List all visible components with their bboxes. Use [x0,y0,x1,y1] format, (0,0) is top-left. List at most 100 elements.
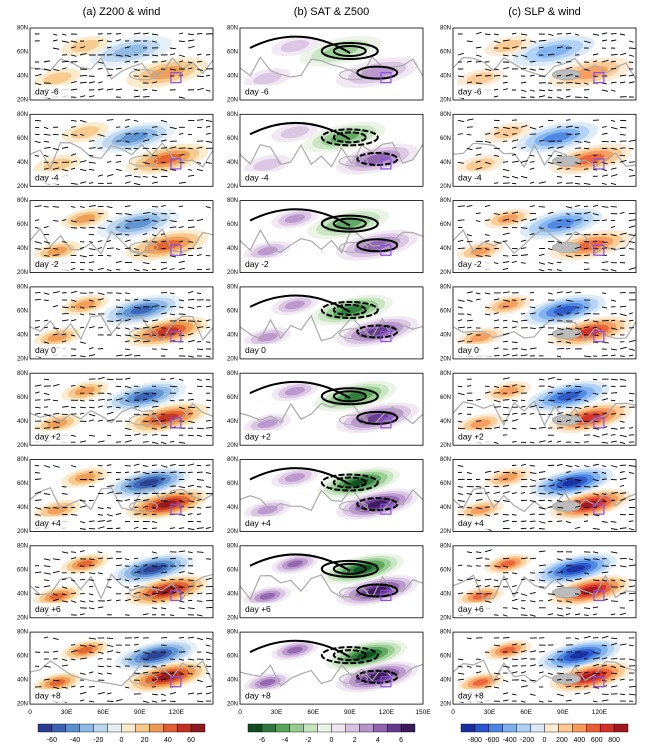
lat-label: 40N [17,678,28,684]
wind-vector [206,507,212,508]
lat-label: 40N [440,160,451,166]
lat-label: 20N [440,356,451,362]
lat-label: 40N [17,74,28,80]
wind-vector [107,407,112,408]
wind-vector [206,666,211,667]
lat-label: 60N [227,481,238,487]
lat-label: 20N [17,702,28,708]
colorbar-swatch [66,724,80,732]
wind-vector [530,486,536,487]
colorbar-swatch [387,724,401,732]
lat-label: 80N [440,26,451,32]
colorbar-label: 600 [591,737,603,744]
day-label: day 0 [245,345,266,355]
lon-label: 0 [451,709,455,716]
lat-label: 60N [17,654,28,660]
wind-vector [116,227,120,228]
wind-vector [458,248,465,249]
wind-vector [206,435,212,436]
lat-label: 60N [440,567,451,573]
colorbar-swatch [373,724,387,732]
lat-label: 40N [227,74,238,80]
wind-vector [35,228,39,229]
wind-vector [152,127,158,128]
wind-vector [584,269,590,270]
wind-vector [89,586,93,587]
wind-vector [539,486,546,487]
lat-label: 80N [440,198,451,204]
wind-vector [467,320,473,321]
lat-label: 20N [17,98,28,104]
day-label: day +6 [458,604,484,614]
wind-vector [566,386,571,387]
wind-vector [143,89,147,90]
lat-label: 80N [440,630,451,636]
wind-vector [179,241,183,242]
colorbar-swatch [600,724,614,732]
day-label: day +8 [35,690,61,700]
wind-vector [35,473,40,474]
wind-vector [161,306,165,307]
wind-vector [152,155,158,156]
lat-label: 80N [17,284,28,290]
colorbar-label: -400 [503,737,517,744]
wind-vector [80,228,86,229]
colorbar-swatch [262,724,276,732]
wind-vector [629,162,635,163]
wind-vector [557,601,562,602]
colorbar-swatch [332,724,346,732]
colorbar-swatch [276,724,290,732]
wind-vector [611,393,617,394]
wind-vector [593,327,597,328]
wind-vector [53,134,59,135]
wind-vector [35,299,41,300]
colorbar-swatch [290,724,304,732]
wind-vector [44,379,49,380]
lon-label: 90E [557,709,569,716]
wind-vector [134,148,138,149]
wind-vector [503,400,509,401]
lat-label: 60N [17,222,28,228]
lat-label: 20N [440,443,451,449]
wind-vector [539,572,545,573]
lat-label: 60N [440,395,451,401]
lat-label: 80N [17,630,28,636]
lat-label: 80N [17,543,28,549]
wind-vector [557,428,563,429]
day-label: day +6 [245,604,271,614]
colorbar-swatch [304,724,318,732]
wind-vector [530,61,535,62]
lat-label: 60N [440,308,451,314]
lat-label: 60N [17,136,28,142]
colorbar-swatch [248,724,262,732]
colorbar-swatch [149,724,163,732]
wind-vector [116,293,122,294]
colorbar-swatch [531,724,545,732]
wind-vector [179,637,184,638]
wind-vector [467,400,473,401]
wind-vector [611,33,617,34]
lat-label: 20N [17,356,28,362]
wind-vector [575,155,580,156]
wind-vector [134,90,138,91]
wind-vector [503,558,509,559]
column-title: (c) SLP & wind [508,6,581,18]
wind-vector [89,314,95,315]
wind-vector [125,480,131,481]
wind-vector [62,487,67,488]
wind-vector [170,486,176,487]
wind-vector [98,659,103,660]
colorbar-swatch [503,724,517,732]
wind-vector [620,321,625,322]
wind-vector [458,134,463,135]
wind-vector [80,75,87,76]
colorbar-swatch [359,724,373,732]
wind-vector [566,608,571,609]
lat-label: 40N [440,332,451,338]
